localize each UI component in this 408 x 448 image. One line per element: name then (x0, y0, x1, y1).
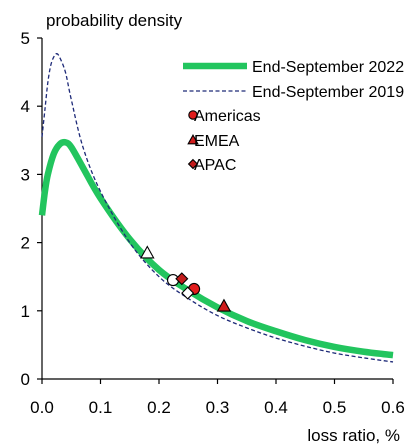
x-tick-label: 0.5 (323, 398, 347, 417)
y-tick-label: 1 (21, 302, 30, 321)
x-tick-label: 0.6 (381, 398, 405, 417)
legend-label: End-September 2022 (252, 59, 404, 76)
legend-marker-diamond (187, 158, 199, 170)
legend-marker-triangle (187, 134, 199, 145)
legend-label: EMEA (194, 133, 240, 150)
marker-apac-hollow (181, 286, 195, 300)
y-tick-label: 3 (21, 165, 30, 184)
y-tick-label: 5 (21, 29, 30, 48)
ticks: 0 1 2 3 4 5 0.0 0.1 0.2 0.3 0.4 0.5 0.6 (21, 29, 405, 417)
marker-emea-hollow (140, 245, 155, 259)
marker-emea-filled (216, 298, 232, 312)
x-tick-label: 0.2 (147, 398, 171, 417)
legend-marker-circle (188, 110, 198, 120)
y-tick-label: 0 (21, 370, 30, 389)
x-tick-label: 0.3 (206, 398, 230, 417)
legend-label: APAC (194, 157, 236, 174)
legend: End-September 2022 End-September 2019 Amer… (183, 59, 404, 174)
y-tick-label: 2 (21, 234, 30, 253)
x-tick-label: 0.1 (89, 398, 113, 417)
y-axis-label: probability density (46, 11, 183, 30)
x-tick-label: 0.4 (264, 398, 288, 417)
series-layer (38, 53, 394, 363)
series-line-2022 (38, 138, 394, 359)
markers-layer (140, 245, 232, 312)
x-axis-label: loss ratio, % (307, 426, 400, 445)
series-line-2019 (41, 53, 394, 363)
legend-label: End-September 2019 (252, 84, 404, 101)
x-tick-label: 0.0 (30, 398, 54, 417)
marker-apac-filled (175, 272, 189, 286)
legend-label: Americas (194, 108, 261, 125)
y-tick-label: 4 (21, 97, 30, 116)
